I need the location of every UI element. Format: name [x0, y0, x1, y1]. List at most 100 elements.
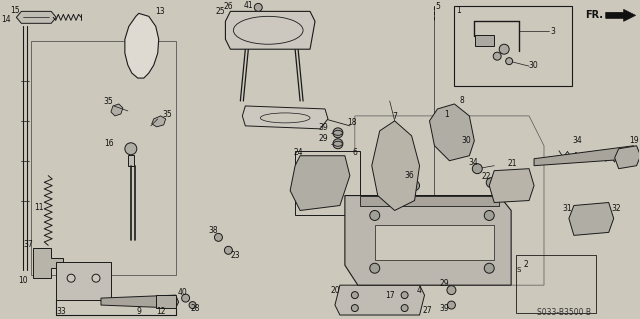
Polygon shape — [125, 13, 159, 78]
Text: 34: 34 — [572, 136, 582, 145]
Text: 38: 38 — [209, 226, 218, 235]
Circle shape — [410, 181, 420, 190]
Text: 15: 15 — [10, 6, 20, 15]
Text: 20: 20 — [330, 286, 340, 295]
Polygon shape — [375, 226, 494, 260]
Text: 11: 11 — [35, 203, 44, 212]
Circle shape — [92, 274, 100, 282]
Circle shape — [125, 143, 137, 155]
Circle shape — [182, 294, 189, 302]
Text: 6: 6 — [353, 148, 357, 157]
Polygon shape — [152, 116, 166, 127]
Text: S: S — [517, 267, 522, 273]
Text: 26: 26 — [223, 2, 233, 11]
Text: 32: 32 — [612, 204, 621, 213]
Bar — [295, 151, 360, 215]
Text: 37: 37 — [24, 240, 33, 249]
Polygon shape — [290, 156, 350, 211]
Text: 17: 17 — [385, 291, 394, 300]
Circle shape — [401, 292, 408, 299]
Text: 22: 22 — [481, 172, 491, 181]
Ellipse shape — [260, 113, 310, 123]
Text: 5: 5 — [435, 2, 440, 11]
Polygon shape — [56, 262, 111, 300]
Circle shape — [484, 211, 494, 220]
Circle shape — [67, 274, 75, 282]
Text: 35: 35 — [163, 110, 173, 119]
Text: 16: 16 — [104, 139, 114, 148]
Polygon shape — [360, 196, 499, 205]
Text: 39: 39 — [440, 304, 449, 313]
Circle shape — [499, 44, 509, 54]
Circle shape — [472, 164, 483, 174]
Polygon shape — [243, 106, 328, 129]
Text: 8: 8 — [460, 96, 465, 106]
Text: 2: 2 — [524, 260, 529, 269]
Text: 18: 18 — [347, 118, 356, 127]
Text: 33: 33 — [56, 307, 66, 315]
Polygon shape — [101, 295, 179, 308]
Polygon shape — [372, 121, 420, 211]
Circle shape — [447, 301, 456, 309]
Circle shape — [351, 292, 358, 299]
Text: 21: 21 — [508, 159, 517, 168]
Text: 1: 1 — [456, 6, 461, 15]
Circle shape — [370, 263, 380, 273]
Circle shape — [333, 139, 343, 149]
Text: 25: 25 — [216, 7, 225, 16]
Text: 29: 29 — [318, 134, 328, 143]
Polygon shape — [33, 248, 63, 278]
Circle shape — [484, 263, 494, 273]
Circle shape — [486, 178, 496, 188]
Circle shape — [333, 128, 343, 138]
Polygon shape — [335, 285, 424, 315]
Circle shape — [370, 211, 380, 220]
Circle shape — [225, 246, 232, 254]
Polygon shape — [225, 11, 315, 49]
Text: 31: 31 — [562, 204, 572, 213]
Polygon shape — [128, 155, 134, 166]
Circle shape — [506, 58, 513, 65]
Text: 9: 9 — [136, 307, 141, 315]
Text: 10: 10 — [19, 276, 28, 285]
Circle shape — [401, 305, 408, 312]
Polygon shape — [429, 104, 474, 161]
Ellipse shape — [333, 141, 342, 146]
Text: 39: 39 — [318, 123, 328, 132]
Text: 1: 1 — [444, 110, 449, 119]
Circle shape — [585, 212, 596, 225]
Text: 30: 30 — [528, 61, 538, 70]
Polygon shape — [17, 11, 56, 23]
Text: 19: 19 — [628, 136, 639, 145]
Polygon shape — [111, 104, 123, 116]
Text: 34: 34 — [468, 158, 478, 167]
Circle shape — [254, 4, 262, 11]
Circle shape — [493, 52, 501, 60]
Circle shape — [214, 234, 223, 241]
Polygon shape — [569, 203, 614, 235]
Bar — [31, 41, 175, 275]
Polygon shape — [345, 196, 511, 285]
Polygon shape — [476, 35, 494, 46]
Text: FR.: FR. — [585, 10, 603, 20]
Text: 24: 24 — [293, 148, 303, 157]
Polygon shape — [534, 146, 637, 166]
Text: 14: 14 — [1, 15, 12, 24]
Text: 29: 29 — [440, 279, 449, 288]
Polygon shape — [489, 169, 534, 203]
Text: 3: 3 — [550, 27, 556, 36]
Circle shape — [447, 286, 456, 295]
Text: 36: 36 — [404, 171, 415, 180]
Text: 23: 23 — [230, 251, 240, 260]
Bar — [454, 6, 572, 86]
Circle shape — [351, 305, 358, 312]
Text: 30: 30 — [461, 136, 471, 145]
Ellipse shape — [333, 130, 342, 135]
Polygon shape — [156, 295, 175, 308]
Bar — [516, 255, 596, 313]
Text: 12: 12 — [156, 307, 166, 315]
Circle shape — [189, 301, 196, 308]
Circle shape — [458, 142, 467, 150]
Text: 7: 7 — [392, 112, 397, 122]
Text: 4: 4 — [417, 286, 422, 295]
